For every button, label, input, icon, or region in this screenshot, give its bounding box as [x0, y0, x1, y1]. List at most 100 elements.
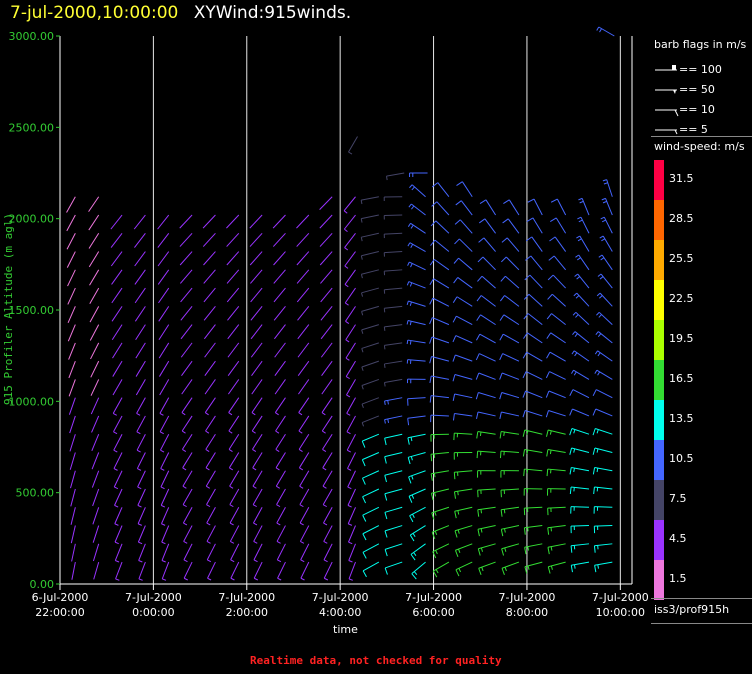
wind-barb: [66, 251, 76, 268]
barb-feather: [344, 265, 349, 269]
wind-barb: [179, 232, 193, 247]
barb-staff: [114, 525, 123, 543]
wind-barb: [501, 561, 520, 576]
barb-staff: [274, 342, 286, 358]
barb-staff: [321, 415, 333, 432]
barb-feather: [345, 357, 350, 361]
barb-feather: [346, 431, 351, 435]
barb-staff: [297, 324, 310, 340]
barb-legend-item-full: == 10: [655, 103, 715, 117]
barb-staff: [595, 408, 613, 417]
wind-barb: [408, 470, 426, 484]
barb-feather: [137, 486, 142, 490]
barb-feather: [597, 333, 602, 338]
legend-full-barb-icon: [674, 109, 679, 117]
wind-barb: [112, 379, 123, 396]
barb-feather: [457, 510, 460, 515]
barb-feather: [431, 182, 439, 188]
barb-staff: [361, 232, 379, 238]
wind-barb: [384, 506, 403, 520]
speed-bin-label: 1.5: [669, 572, 687, 585]
barb-staff: [571, 543, 590, 547]
barb-staff: [550, 332, 566, 344]
wind-barb: [592, 428, 613, 436]
barb-staff: [136, 415, 146, 433]
wind-barb: [522, 371, 543, 380]
wind-barb: [276, 543, 286, 563]
barb-staff: [581, 198, 590, 216]
wind-barb: [275, 452, 286, 471]
barb-staff: [277, 561, 286, 579]
wind-barb: [134, 306, 146, 322]
barb-feather: [546, 449, 549, 457]
barb-staff: [274, 379, 286, 395]
barb-feather: [344, 284, 349, 288]
wind-barb: [134, 269, 146, 285]
barb-staff: [158, 324, 170, 340]
barb-feather: [361, 348, 364, 353]
barb-feather: [577, 238, 582, 242]
barb-feather: [411, 205, 415, 210]
barb-feather: [362, 515, 367, 522]
barb-feather: [499, 451, 502, 459]
barb-staff: [203, 269, 216, 284]
barb-staff: [347, 488, 356, 506]
barb-feather: [384, 512, 388, 520]
barb-staff: [524, 410, 543, 417]
barb-feather: [275, 467, 280, 471]
barb-feather: [547, 274, 554, 281]
wind-barb: [406, 359, 426, 364]
barb-feather: [578, 197, 583, 201]
wind-barb: [91, 470, 100, 488]
barb-feather: [160, 504, 166, 508]
wind-barb: [430, 239, 450, 252]
wind-barb: [159, 360, 170, 377]
barb-staff: [252, 433, 263, 450]
barb-staff: [524, 429, 543, 435]
barb-feather: [275, 430, 280, 434]
wind-barb: [453, 488, 473, 499]
barb-feather: [137, 523, 142, 526]
wind-barb: [322, 452, 333, 471]
wind-barb: [92, 543, 100, 562]
barb-feather: [526, 217, 534, 223]
barb-staff: [361, 415, 380, 424]
speed-bin-swatch: [654, 560, 664, 600]
barb-feather: [575, 295, 580, 299]
barb-staff: [551, 293, 566, 307]
wind-barb: [384, 561, 403, 575]
wind-barb: [526, 217, 543, 234]
barb-staff: [530, 255, 543, 271]
barb-feather: [161, 541, 166, 545]
wind-barb: [570, 525, 589, 534]
wind-barb: [179, 251, 193, 266]
barb-feather: [408, 476, 412, 484]
wind-barb: [319, 232, 333, 247]
barb-feather: [523, 469, 525, 477]
barb-staff: [577, 273, 590, 289]
barb-feather: [576, 276, 581, 280]
wind-barb: [203, 306, 216, 321]
wind-barb: [431, 506, 450, 520]
barb-feather: [406, 339, 409, 345]
barb-feather: [569, 467, 572, 475]
barb-feather: [550, 565, 553, 570]
barb-staff: [71, 561, 76, 580]
wind-barb: [476, 333, 496, 344]
barb-staff: [252, 488, 263, 505]
barb-staff: [320, 287, 333, 303]
wind-barb: [298, 379, 310, 395]
barb-staff: [206, 507, 216, 524]
barb-feather: [569, 486, 572, 495]
barb-staff: [501, 392, 520, 399]
barb-staff: [89, 324, 100, 341]
barb-feather: [362, 477, 366, 485]
wind-barb: [570, 506, 589, 514]
barb-feather: [383, 363, 386, 368]
barb-staff: [180, 324, 193, 340]
wind-barb: [452, 354, 473, 362]
barb-feather: [454, 550, 459, 557]
barb-feather: [596, 448, 599, 453]
barb-staff: [321, 360, 333, 376]
barb-staff: [230, 543, 240, 561]
